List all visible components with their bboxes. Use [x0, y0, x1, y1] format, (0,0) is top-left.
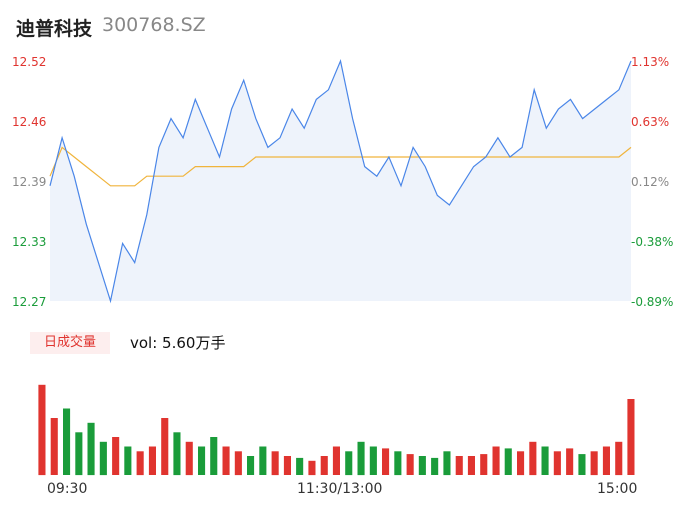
volume-bar — [357, 441, 365, 476]
volume-bar — [394, 451, 402, 476]
stock-code: 300768.SZ — [102, 14, 206, 36]
volume-bar — [210, 437, 218, 475]
volume-bar — [63, 408, 71, 475]
volume-bar — [173, 432, 181, 476]
volume-bar — [38, 384, 46, 476]
price-line — [49, 58, 632, 304]
pct-label-1: 1.13% — [631, 55, 670, 69]
volume-bar — [541, 446, 549, 475]
price-label-4: 12.33 — [12, 235, 47, 249]
price-label-2: 12.46 — [12, 115, 47, 129]
volume-bar — [124, 446, 132, 475]
volume-bar — [185, 441, 193, 476]
volume-bar — [259, 446, 267, 475]
time-label-close: 15:00 — [597, 481, 638, 497]
price-area-fill — [50, 61, 631, 301]
volume-bar — [161, 418, 169, 475]
volume-bar — [602, 446, 610, 475]
volume-bar — [87, 422, 95, 476]
volume-bar — [75, 432, 83, 476]
volume-bar — [271, 451, 279, 476]
pct-label-5: -0.89% — [631, 295, 674, 309]
volume-bar — [332, 446, 340, 475]
volume-bar — [136, 451, 144, 476]
volume-bar — [222, 446, 230, 475]
volume-bar — [492, 446, 500, 475]
time-label-midday: 11:30/13:00 — [297, 481, 383, 497]
volume-bar — [345, 451, 353, 476]
volume-bar — [198, 446, 206, 475]
volume-bar — [590, 451, 598, 476]
daily-volume-tab[interactable]: 日成交量 — [30, 332, 110, 354]
volume-bar — [627, 399, 635, 475]
pct-label-4: -0.38% — [631, 235, 674, 249]
volume-bar — [566, 448, 574, 475]
volume-bar — [443, 451, 451, 476]
pct-label-3: 0.12% — [631, 175, 670, 189]
volume-bar — [431, 457, 439, 475]
price-label-3: 12.39 — [12, 175, 47, 189]
price-label-1: 12.52 — [12, 55, 47, 69]
volume-bar — [369, 446, 377, 475]
volume-bar — [283, 456, 291, 475]
volume-bar — [382, 448, 390, 475]
price-label-5: 12.27 — [12, 295, 47, 309]
volume-readout: vol: 5.60万手 — [130, 334, 226, 352]
volume-bar — [480, 454, 488, 475]
volume-bar — [296, 457, 304, 475]
volume-bar — [467, 456, 475, 475]
time-label-open: 09:30 — [47, 481, 88, 497]
volume-bar — [234, 451, 242, 476]
average-price-line — [49, 146, 632, 187]
volume-bar — [578, 454, 586, 475]
volume-bar — [320, 456, 328, 475]
volume-bar — [553, 451, 561, 476]
volume-bar — [406, 454, 414, 475]
volume-bar — [112, 437, 120, 475]
stock-name: 迪普科技 — [16, 18, 93, 40]
volume-bar — [308, 460, 316, 476]
volume-bar — [247, 456, 255, 475]
volume-bar — [517, 451, 525, 476]
volume-bars — [38, 384, 635, 476]
volume-bar — [148, 446, 156, 475]
volume-bar — [504, 448, 512, 475]
volume-bar — [50, 418, 58, 475]
volume-bar — [455, 456, 463, 475]
volume-bar — [529, 441, 537, 476]
volume-bar — [418, 456, 426, 475]
pct-label-2: 0.63% — [631, 115, 670, 129]
volume-bar — [615, 441, 623, 476]
volume-bar — [99, 441, 107, 476]
